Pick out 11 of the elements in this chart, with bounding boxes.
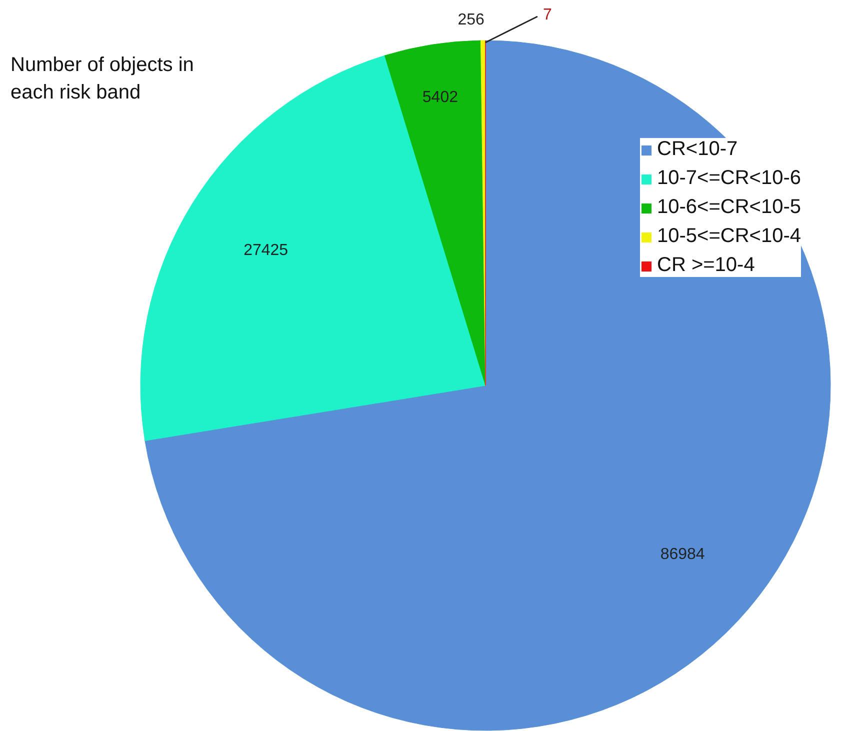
legend-label: 10-7<=CR<10-6 [657, 167, 801, 190]
data-label: 7 [542, 6, 552, 24]
legend-label: 10-5<=CR<10-4 [657, 225, 801, 248]
legend-label: 10-6<=CR<10-5 [657, 196, 801, 219]
data-label: 27425 [244, 242, 288, 259]
data-label: 5402 [422, 88, 458, 106]
data-label: 86984 [660, 546, 705, 564]
text: Number of objects in each risk band [10, 54, 194, 104]
legend-label: CR<10-7 [657, 138, 738, 161]
data-label: 256 [458, 12, 485, 29]
legend-label: CR >=10-4 [657, 254, 755, 277]
